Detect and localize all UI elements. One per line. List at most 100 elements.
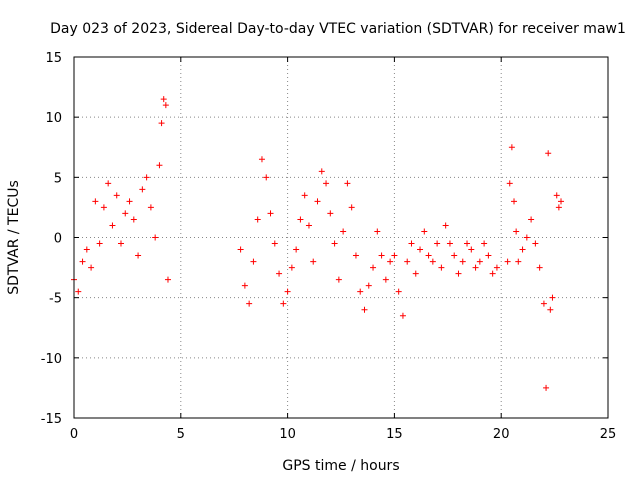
data-point (382, 276, 389, 283)
data-point (464, 240, 471, 247)
data-point (481, 240, 488, 247)
data-point (558, 198, 565, 205)
data-point (280, 300, 287, 307)
data-point (476, 258, 483, 265)
y-tick-label: 0 (54, 232, 62, 247)
data-point (258, 156, 265, 163)
data-point (395, 288, 402, 295)
data-point (523, 234, 530, 241)
data-point (485, 252, 492, 259)
data-point (237, 246, 244, 253)
data-point (446, 240, 453, 247)
data-point (335, 276, 342, 283)
data-point (109, 222, 116, 229)
data-point (96, 240, 103, 247)
data-point (254, 216, 261, 223)
data-point (434, 240, 441, 247)
data-point (555, 204, 562, 211)
data-point (126, 198, 133, 205)
data-point (100, 204, 107, 211)
x-tick-label: 10 (279, 427, 296, 442)
data-point (425, 252, 432, 259)
data-point (357, 288, 364, 295)
data-point (391, 252, 398, 259)
y-tick-label: 15 (45, 51, 62, 66)
data-point (506, 180, 513, 187)
data-point (508, 144, 515, 151)
x-tick-label: 0 (70, 427, 78, 442)
data-point (305, 222, 312, 229)
data-point (504, 258, 511, 265)
data-point (361, 306, 368, 313)
grid (74, 57, 608, 418)
data-point (344, 180, 351, 187)
y-axis-label: SDTVAR / TECUs (6, 180, 22, 295)
data-point (378, 252, 385, 259)
data-point (493, 264, 500, 271)
data-point (284, 288, 291, 295)
data-point (327, 210, 334, 217)
data-point (352, 252, 359, 259)
data-point (429, 258, 436, 265)
data-point (489, 270, 496, 277)
data-point (263, 174, 270, 181)
data-point (459, 258, 466, 265)
data-point (513, 228, 520, 235)
data-point (276, 270, 283, 277)
data-point (152, 234, 159, 241)
data-point (323, 180, 330, 187)
y-tick-label: 10 (45, 111, 62, 126)
y-tick-label: -5 (49, 292, 62, 307)
data-point (472, 264, 479, 271)
y-tick-label: -15 (41, 412, 62, 427)
x-tick-label: 5 (177, 427, 185, 442)
data-point (241, 282, 248, 289)
data-point (340, 228, 347, 235)
data-point (105, 180, 112, 187)
data-point (553, 192, 560, 199)
data-point (156, 162, 163, 169)
data-point (399, 312, 406, 319)
chart-title: Day 023 of 2023, Sidereal Day-to-day VTE… (50, 21, 626, 37)
data-point (135, 252, 142, 259)
data-point (532, 240, 539, 247)
data-point (421, 228, 428, 235)
data-point (438, 264, 445, 271)
data-point (79, 258, 86, 265)
data-point (147, 204, 154, 211)
data-point (536, 264, 543, 271)
x-axis-label: GPS time / hours (282, 458, 399, 474)
data-point (162, 102, 169, 109)
data-point (250, 258, 257, 265)
data-point (267, 210, 274, 217)
data-point (122, 210, 129, 217)
data-point (271, 240, 278, 247)
data-point (113, 192, 120, 199)
y-tick-label: -10 (41, 352, 62, 367)
data-point (314, 198, 321, 205)
data-point (374, 228, 381, 235)
data-point (160, 96, 167, 103)
data-point (88, 264, 95, 271)
axis-ticks: 0 5 10 15 20 25 15 10 5 0 -5 -10 -15 (41, 51, 617, 442)
data-point (549, 294, 556, 301)
y-tick-label: 5 (54, 171, 62, 186)
data-point (246, 300, 253, 307)
data-point (301, 192, 308, 199)
data-point (117, 240, 124, 247)
data-points (71, 96, 565, 391)
data-point (468, 246, 475, 253)
x-tick-label: 20 (493, 427, 510, 442)
x-tick-label: 25 (600, 427, 617, 442)
data-point (408, 240, 415, 247)
data-point (310, 258, 317, 265)
data-point (412, 270, 419, 277)
data-point (83, 246, 90, 253)
data-point (511, 198, 518, 205)
data-point (519, 246, 526, 253)
data-point (143, 174, 150, 181)
data-point (451, 252, 458, 259)
data-point (417, 246, 424, 253)
data-point (130, 216, 137, 223)
